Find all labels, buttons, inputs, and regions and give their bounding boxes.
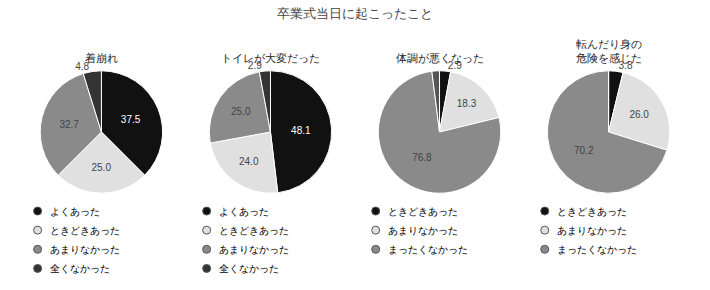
svg-text:全くなかった: 全くなかった xyxy=(50,263,110,274)
svg-text:ときどきあった: ときどきあった xyxy=(50,225,120,236)
svg-text:よくあった: よくあった xyxy=(219,206,269,217)
svg-text:まったくなかった: まったくなかった xyxy=(388,244,468,255)
svg-text:76.8: 76.8 xyxy=(412,152,432,163)
svg-text:あまりなかった: あまりなかった xyxy=(557,225,627,236)
svg-text:あまりなかった: あまりなかった xyxy=(50,244,120,255)
svg-text:70.2: 70.2 xyxy=(574,145,594,156)
svg-text:あまりなかった: あまりなかった xyxy=(219,244,289,255)
svg-text:25.0: 25.0 xyxy=(91,162,111,173)
svg-text:あまりなかった: あまりなかった xyxy=(388,225,458,236)
svg-text:18.3: 18.3 xyxy=(457,98,477,109)
svg-text:37.5: 37.5 xyxy=(121,114,141,125)
svg-text:まったくなかった: まったくなかった xyxy=(557,244,637,255)
svg-text:ときどきあった: ときどきあった xyxy=(219,225,289,236)
svg-text:25.0: 25.0 xyxy=(231,106,251,117)
svg-text:ときどきあった: ときどきあった xyxy=(388,206,458,217)
svg-text:4.8: 4.8 xyxy=(75,61,89,72)
svg-text:着崩れ: 着崩れ xyxy=(85,52,118,64)
svg-text:24.0: 24.0 xyxy=(239,156,259,167)
svg-text:トイレが大変だった: トイレが大変だった xyxy=(221,52,320,64)
svg-text:よくあった: よくあった xyxy=(50,206,100,217)
svg-text:32.7: 32.7 xyxy=(59,119,79,130)
svg-text:3.8: 3.8 xyxy=(619,60,633,71)
svg-text:全くなかった: 全くなかった xyxy=(219,263,279,274)
svg-text:2.9: 2.9 xyxy=(448,60,462,71)
svg-text:転んだり身の危険を感じた: 転んだり身の危険を感じた xyxy=(576,38,642,64)
svg-text:ときどきあった: ときどきあった xyxy=(557,206,627,217)
svg-text:体調が悪くなった: 体調が悪くなった xyxy=(396,52,484,64)
svg-text:2.9: 2.9 xyxy=(248,60,262,71)
svg-text:48.1: 48.1 xyxy=(291,125,311,136)
svg-text:卒業式当日に起こったこと: 卒業式当日に起こったこと xyxy=(277,6,433,21)
svg-text:26.0: 26.0 xyxy=(629,109,649,120)
